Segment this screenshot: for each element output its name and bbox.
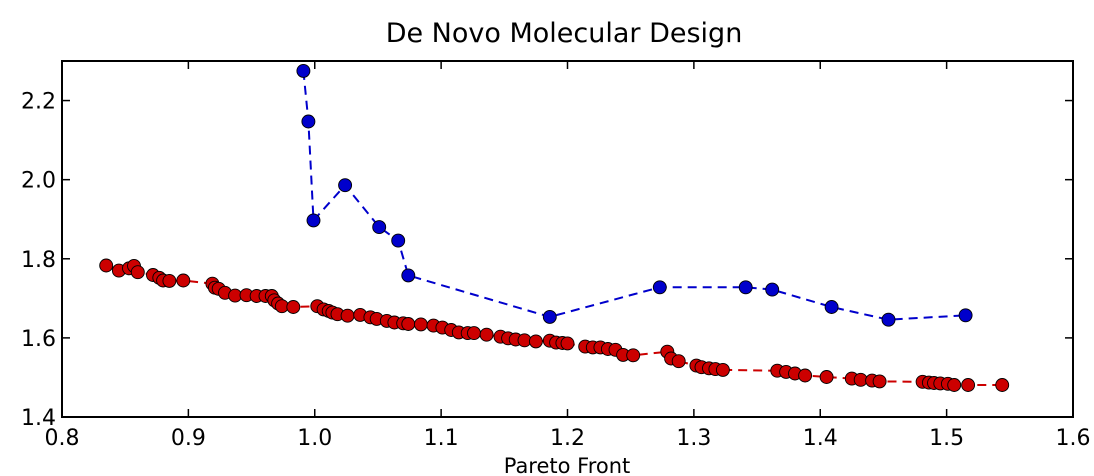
series-layer — [99, 63, 1010, 392]
series-1-point-9 — [176, 273, 191, 288]
series-0-point-13 — [958, 308, 973, 323]
series-1-point-62 — [671, 354, 686, 369]
plot-frame — [61, 60, 1074, 418]
series-1-point-0 — [99, 258, 114, 273]
series-0-point-2 — [306, 213, 321, 228]
series-0-point-9 — [738, 280, 753, 295]
x-axis-label: Pareto Front — [504, 454, 631, 476]
series-0-point-0 — [296, 63, 311, 78]
x-tick-label: 1.2 — [550, 426, 585, 451]
y-tick-label: 1.4 — [21, 406, 56, 431]
x-tick-label: 1.4 — [803, 426, 838, 451]
series-1-point-43 — [479, 327, 494, 342]
series-1-point-72 — [819, 370, 834, 384]
series-0-point-3 — [338, 178, 353, 193]
series-1-point-22 — [286, 300, 301, 314]
series-1-point-71 — [798, 368, 813, 383]
series-1-point-28 — [340, 308, 355, 323]
series-1-point-8 — [162, 273, 177, 288]
series-1-point-59 — [626, 348, 641, 363]
chart-title: De Novo Molecular Design — [386, 18, 743, 49]
y-tick-label: 1.8 — [21, 248, 56, 273]
series-0-point-1 — [301, 114, 316, 129]
x-tick-label: 0.9 — [171, 426, 206, 451]
series-0-point-6 — [401, 268, 416, 283]
y-tick-label: 2.0 — [21, 169, 56, 194]
series-1-point-35 — [401, 317, 416, 331]
series-1-point-67 — [715, 362, 730, 377]
series-0-point-8 — [652, 280, 667, 295]
series-1 — [99, 258, 1010, 392]
series-0-point-5 — [391, 233, 406, 248]
series-1-point-83 — [961, 378, 976, 392]
series-1-point-76 — [872, 374, 887, 389]
x-tick-label: 1.3 — [676, 426, 711, 451]
x-tick-label: 1.6 — [1056, 426, 1091, 451]
series-0-point-4 — [372, 220, 387, 235]
tick-layer: 0.8 0.9 1.0 1.1 1.2 1.3 1.4 1.5 1.6 1.4 1.6 1.8 2.0 2… — [21, 61, 1091, 451]
series-1-point-82 — [947, 378, 962, 392]
series-0-point-12 — [881, 312, 896, 327]
x-tick-label: 1.1 — [424, 426, 459, 451]
x-tick-label: 0.8 — [45, 426, 80, 451]
series-0-point-7 — [542, 309, 557, 324]
series-0-point-11 — [824, 300, 839, 314]
series-1-line — [105, 264, 1003, 386]
x-tick-label: 1.0 — [297, 426, 332, 451]
series-1-point-42 — [467, 326, 481, 341]
series-0-line — [302, 70, 966, 321]
y-tick-label: 2.2 — [21, 90, 56, 115]
series-0-point-10 — [765, 282, 780, 297]
series-1-point-84 — [995, 378, 1010, 392]
series-0 — [296, 63, 973, 327]
series-1-point-52 — [560, 336, 575, 351]
series-1-point-48 — [528, 334, 543, 349]
series-1-point-4 — [130, 265, 145, 280]
x-tick-label: 1.5 — [929, 426, 964, 451]
series-1-point-36 — [413, 317, 428, 332]
y-tick-label: 1.6 — [21, 327, 56, 352]
